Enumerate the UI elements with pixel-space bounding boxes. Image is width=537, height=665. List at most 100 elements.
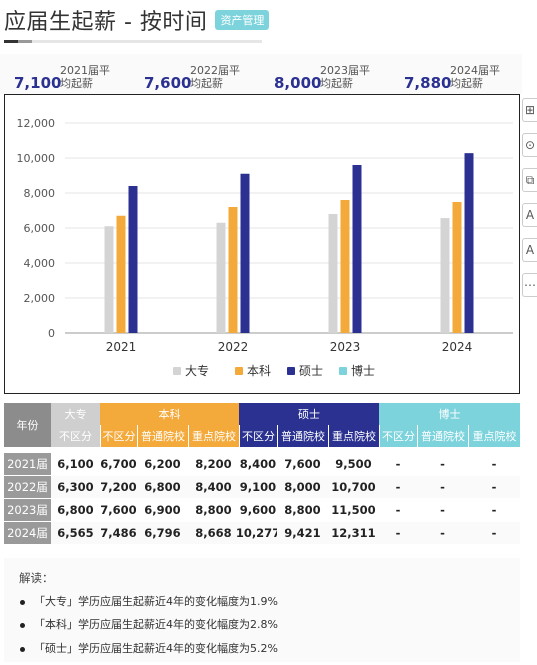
- title-row: 应届生起薪 - 按时间 资产管理: [4, 4, 270, 36]
- table-row: 2022届 6,300 7,200 6,800 8,400 9,100 8,000 10,70…: [4, 476, 520, 498]
- table-cell: 10,700: [328, 476, 379, 498]
- table-cell: -: [491, 503, 497, 517]
- table-cell: -: [468, 476, 520, 498]
- table-cell: -: [440, 457, 445, 471]
- bar-硕士: [240, 173, 250, 333]
- table-body: 2021届 6,100 6,700 6,200 8,200 8,400 7,600 9,500…: [4, 453, 520, 544]
- x-tick-label: 2022: [218, 340, 249, 354]
- summary-stats: 7,100 2021届平均起薪 7,600 2022届平均起薪 8,000 20…: [0, 54, 522, 94]
- table-cell: 8,400: [239, 457, 277, 471]
- table-cell: 8,668: [188, 522, 239, 544]
- bullet-icon: [20, 599, 25, 605]
- table-row: 2023届 6,800 7,600 6,900 8,800 9,600 8,800 11,50…: [4, 499, 520, 521]
- table-cell: 6,300: [51, 476, 100, 498]
- title-underline-active: [4, 40, 18, 43]
- table-cell: 6,796: [137, 522, 188, 544]
- row-year: 2022届: [4, 476, 51, 498]
- table-row: 2024届 6,565 7,486 6,796 8,668 10,277 9,421 12,3…: [4, 522, 520, 544]
- table-cell: -: [417, 522, 468, 544]
- table-cell: 9,500: [335, 457, 372, 471]
- group-boshi: 博士: [379, 403, 520, 425]
- x-tick-label: 2023: [330, 340, 361, 354]
- more-icon[interactable]: ⋯: [522, 273, 537, 297]
- stat-2024: 7,880 2024届平均起薪: [390, 54, 520, 94]
- table-cell: 11,500: [331, 503, 376, 517]
- y-tick-label: 10,000: [17, 152, 56, 165]
- table-cell: 6,800: [57, 503, 94, 517]
- table-cell: 9,100: [239, 476, 277, 498]
- table-cell: 9,600: [239, 503, 277, 517]
- stat-2023: 8,000 2023届平均起薪: [260, 54, 390, 94]
- sub-header: 普通院校: [137, 425, 188, 447]
- page-title: 应届生起薪 - 按时间: [4, 10, 208, 35]
- table-cell: 10,277: [236, 522, 280, 544]
- note-text: 「硕士」学历应届生起薪近4年的变化幅度为5.2%: [34, 642, 278, 655]
- table-cell: -: [395, 503, 401, 517]
- legend-swatch: [339, 367, 347, 375]
- table-cell: 8,800: [195, 503, 232, 517]
- bar-本科: [340, 200, 350, 333]
- notes-heading: 解读：: [19, 571, 54, 585]
- save-image-icon[interactable]: ⊞: [522, 98, 537, 122]
- table-cell: 7,600: [100, 503, 137, 517]
- bar-大专: [216, 222, 226, 333]
- y-tick-label: 2,000: [24, 292, 56, 305]
- title-underline-secondary: [18, 40, 32, 43]
- note-item: 「大专」学历应届生起薪近4年的变化幅度为1.9%: [20, 593, 278, 609]
- stat-value: 7,880: [404, 74, 452, 92]
- stat-label: 2021届平均起薪: [60, 64, 110, 90]
- stat-value: 7,100: [14, 74, 62, 92]
- table-cell: 6,565: [51, 522, 100, 544]
- font-icon[interactable]: A: [522, 203, 537, 227]
- category-tag[interactable]: 资产管理: [215, 10, 270, 30]
- table-cell: 6,100: [57, 457, 94, 471]
- group-shuoshi: 硕士: [239, 403, 379, 425]
- table-cell: -: [491, 457, 497, 471]
- legend-swatch: [173, 367, 181, 375]
- bar-硕士: [128, 186, 138, 333]
- x-tick-label: 2021: [106, 340, 137, 354]
- data-view-icon[interactable]: ⧉: [522, 168, 537, 192]
- table-cell: -: [440, 503, 445, 517]
- stat-2022: 7,600 2022届平均起薪: [130, 54, 260, 94]
- sub-header: 普通院校: [277, 425, 328, 447]
- zoom-icon[interactable]: ⊙: [522, 133, 537, 157]
- x-tick-label: 2024: [442, 340, 473, 354]
- sub-header: 不区分: [100, 425, 137, 447]
- table-cell: 6,900: [144, 503, 181, 517]
- bullet-icon: [20, 622, 25, 628]
- legend-label: 大专: [185, 363, 209, 378]
- legend-label: 硕士: [299, 364, 323, 378]
- note-item: 「硕士」学历应届生起薪近4年的变化幅度为5.2%: [20, 640, 278, 656]
- sub-header: 重点院校: [328, 425, 379, 447]
- table-cell: 8,800: [284, 503, 321, 517]
- bar-硕士: [464, 153, 474, 333]
- salary-chart: 0 2,000 4,000 6,000 8,000 10,000 12,000 2021 202…: [4, 94, 520, 394]
- table-cell: 8,200: [195, 457, 232, 471]
- font-outline-icon[interactable]: A: [522, 238, 537, 262]
- y-tick-label: 12,000: [17, 117, 56, 130]
- note-item: 「本科」学历应届生起薪近4年的变化幅度为2.8%: [20, 616, 278, 632]
- table-cell: -: [379, 476, 417, 498]
- y-tick-label: 8,000: [24, 187, 56, 200]
- sub-header: 重点院校: [468, 425, 520, 447]
- table-cell: 6,200: [144, 457, 181, 471]
- bar-本科: [116, 215, 126, 333]
- bar-硕士: [352, 165, 362, 333]
- stat-2021: 7,100 2021届平均起薪: [0, 54, 130, 94]
- bar-本科: [228, 207, 238, 333]
- chart-svg: 0 2,000 4,000 6,000 8,000 10,000 12,000 2021 202…: [17, 117, 513, 378]
- note-text: 「本科」学历应届生起薪近4年的变化幅度为2.8%: [34, 618, 278, 631]
- bar-本科: [452, 201, 462, 333]
- stat-value: 7,600: [144, 74, 192, 92]
- sub-header: 重点院校: [188, 425, 239, 447]
- bullet-icon: [20, 646, 25, 652]
- y-tick-label: 4,000: [24, 257, 56, 270]
- table-cell: -: [395, 457, 401, 471]
- stat-value: 8,000: [274, 74, 322, 92]
- table-cell: 12,311: [328, 522, 379, 544]
- table-cell: 9,421: [277, 522, 328, 544]
- sub-header: 不区分: [239, 425, 277, 447]
- table-corner: 年份: [4, 403, 51, 447]
- legend-label: 博士: [351, 363, 375, 378]
